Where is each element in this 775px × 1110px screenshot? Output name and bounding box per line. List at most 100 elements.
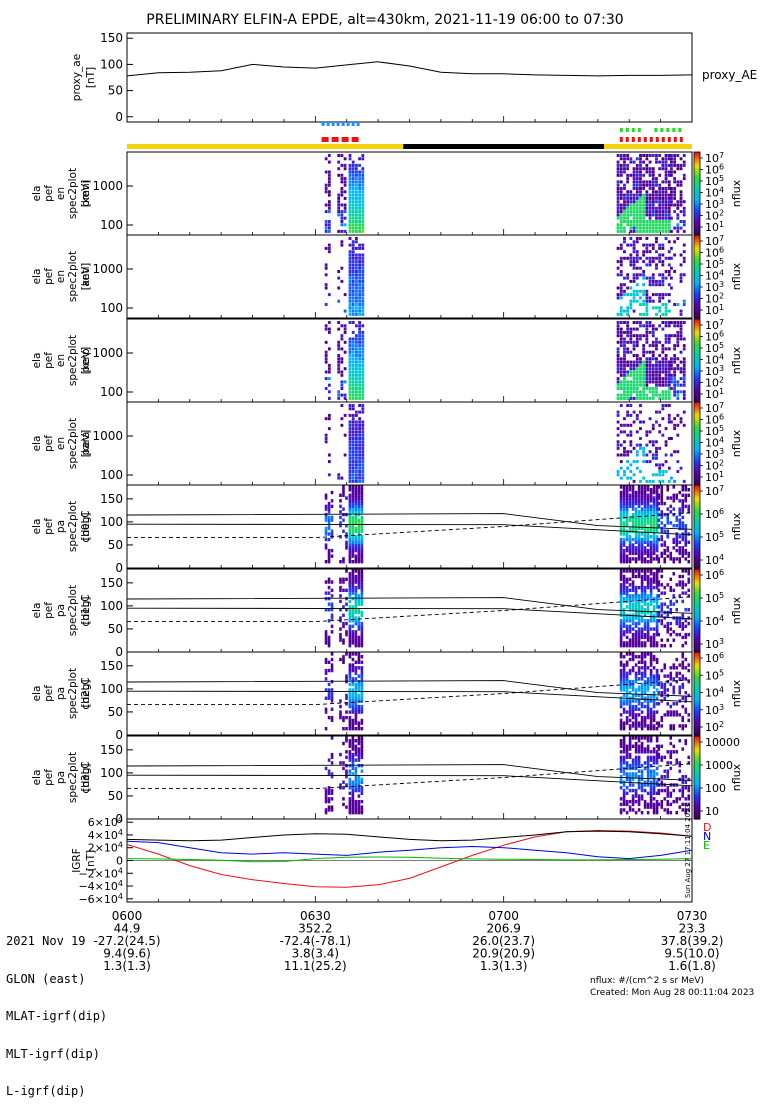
- spectrogram-cell: [619, 643, 623, 648]
- spectrogram-cell: [679, 190, 683, 194]
- spectrogram-cell: [658, 363, 662, 367]
- spectrogram-cell: [348, 266, 352, 270]
- spectrogram-cell: [660, 554, 664, 558]
- spectrogram-cell: [324, 324, 328, 328]
- spectrogram-cell: [619, 263, 623, 267]
- spectrogram-cell: [678, 788, 682, 793]
- spectrogram-cell: [623, 216, 626, 220]
- spectrogram-cell: [648, 167, 652, 171]
- spectrogram-cell: [629, 330, 633, 334]
- spectrogram-cell: [669, 557, 673, 561]
- spectrogram-cell: [354, 808, 358, 812]
- spectrogram-cell: [619, 501, 623, 506]
- spectrogram-cell: [342, 518, 345, 522]
- colorbar-segment: [694, 512, 700, 515]
- spectrogram-cell: [619, 404, 623, 407]
- colorbar-segment: [694, 426, 700, 429]
- spectrogram-cell: [631, 744, 635, 748]
- spectrogram-cell: [664, 453, 668, 457]
- spectrogram-cell: [673, 334, 677, 338]
- spectrogram-cell: [658, 340, 662, 344]
- spectrogram-cell: [337, 357, 341, 361]
- spectrogram-cell: [652, 775, 656, 779]
- spectrogram-cell: [619, 546, 623, 550]
- spectrogram-cell: [651, 324, 655, 328]
- spectrogram-cell: [637, 619, 641, 623]
- spectrogram-cell: [339, 632, 342, 637]
- colorbar-segment: [694, 696, 700, 699]
- spectrogram-cell: [623, 183, 626, 187]
- spectrogram-cell: [643, 635, 647, 640]
- spectrogram-cell: [679, 350, 683, 354]
- colorbar-segment: [694, 498, 700, 501]
- spectrogram-cell: [682, 373, 686, 377]
- colorbar-segment: [694, 194, 700, 197]
- spectrogram-cell: [351, 380, 355, 384]
- spectrogram-cell: [657, 557, 661, 561]
- anti-loss-cone-line: [127, 596, 693, 623]
- spectrogram-cell: [646, 638, 650, 642]
- spectrogram-cell: [360, 591, 364, 595]
- spectrogram-cell: [664, 347, 668, 351]
- spectrogram-cell: [626, 173, 630, 177]
- spectrogram-cell: [652, 529, 656, 533]
- spectrogram-cell: [667, 163, 671, 167]
- spectrogram-cell: [681, 580, 685, 584]
- y-tick-label: 0: [115, 812, 123, 826]
- spectrogram-cell: [672, 788, 676, 793]
- spectrogram-cell: [351, 724, 355, 728]
- science-zone-marker-green: [631, 128, 635, 132]
- spectrogram-cell: [673, 357, 677, 361]
- spectrogram-cell: [682, 243, 686, 247]
- spectrogram-cell: [340, 334, 344, 338]
- spectrogram-cell: [342, 613, 345, 617]
- spectrogram-cell: [639, 289, 642, 293]
- spectrogram-cell: [643, 493, 647, 497]
- spectrogram-cell: [676, 363, 680, 367]
- colorbar-segment: [694, 773, 700, 776]
- spectrogram-cell: [684, 537, 688, 542]
- colorbar-segment: [694, 295, 700, 298]
- colorbar-segment: [694, 270, 700, 273]
- spectrogram-cell: [684, 619, 688, 623]
- spectrogram-cell: [351, 616, 355, 620]
- spectrogram-cell: [358, 286, 362, 290]
- spectrogram-cell: [655, 344, 658, 348]
- spectrogram-cell: [658, 216, 662, 220]
- spectrogram-cell: [360, 671, 364, 676]
- spectrogram-cell: [361, 357, 365, 361]
- spectrogram-cell: [348, 610, 352, 615]
- spectrogram-cell: [657, 518, 661, 522]
- spectrogram-cell: [351, 220, 355, 223]
- colorbar-segment: [694, 707, 700, 710]
- spectrogram-cell: [687, 572, 691, 576]
- spectrogram-cell: [672, 572, 676, 576]
- spectrogram-cell: [640, 510, 644, 514]
- spectrogram-cell: [684, 524, 688, 528]
- spectrogram-cell: [658, 377, 662, 381]
- colorbar-segment: [694, 489, 700, 492]
- spectrogram-cell: [666, 624, 670, 629]
- spectrogram-cell: [351, 404, 355, 407]
- spectrogram-cell: [631, 537, 635, 542]
- spectrogram-cell: [663, 524, 667, 528]
- spectrogram-cell: [646, 710, 650, 714]
- spectrogram-cell: [351, 786, 355, 790]
- spectrogram-cell: [645, 296, 649, 300]
- spectrogram-cell: [629, 337, 633, 341]
- colorbar-segment: [694, 571, 700, 574]
- spectrogram-cell: [652, 786, 656, 790]
- spectrogram-cell: [616, 216, 620, 220]
- spectrogram-cell: [616, 473, 620, 477]
- spectrogram-cell: [667, 250, 671, 254]
- spectrogram-cell: [635, 354, 639, 357]
- colorbar-segment: [694, 436, 700, 439]
- spectrogram-cell: [655, 627, 659, 631]
- loss-cone-line: [126, 597, 693, 614]
- colorbar-segment: [694, 475, 700, 478]
- spectrogram-cell: [351, 755, 355, 760]
- spectrogram-cell: [330, 663, 334, 667]
- spectrogram-cell: [666, 627, 670, 631]
- spectrogram-cell: [657, 569, 661, 573]
- colorbar-segment: [694, 443, 700, 446]
